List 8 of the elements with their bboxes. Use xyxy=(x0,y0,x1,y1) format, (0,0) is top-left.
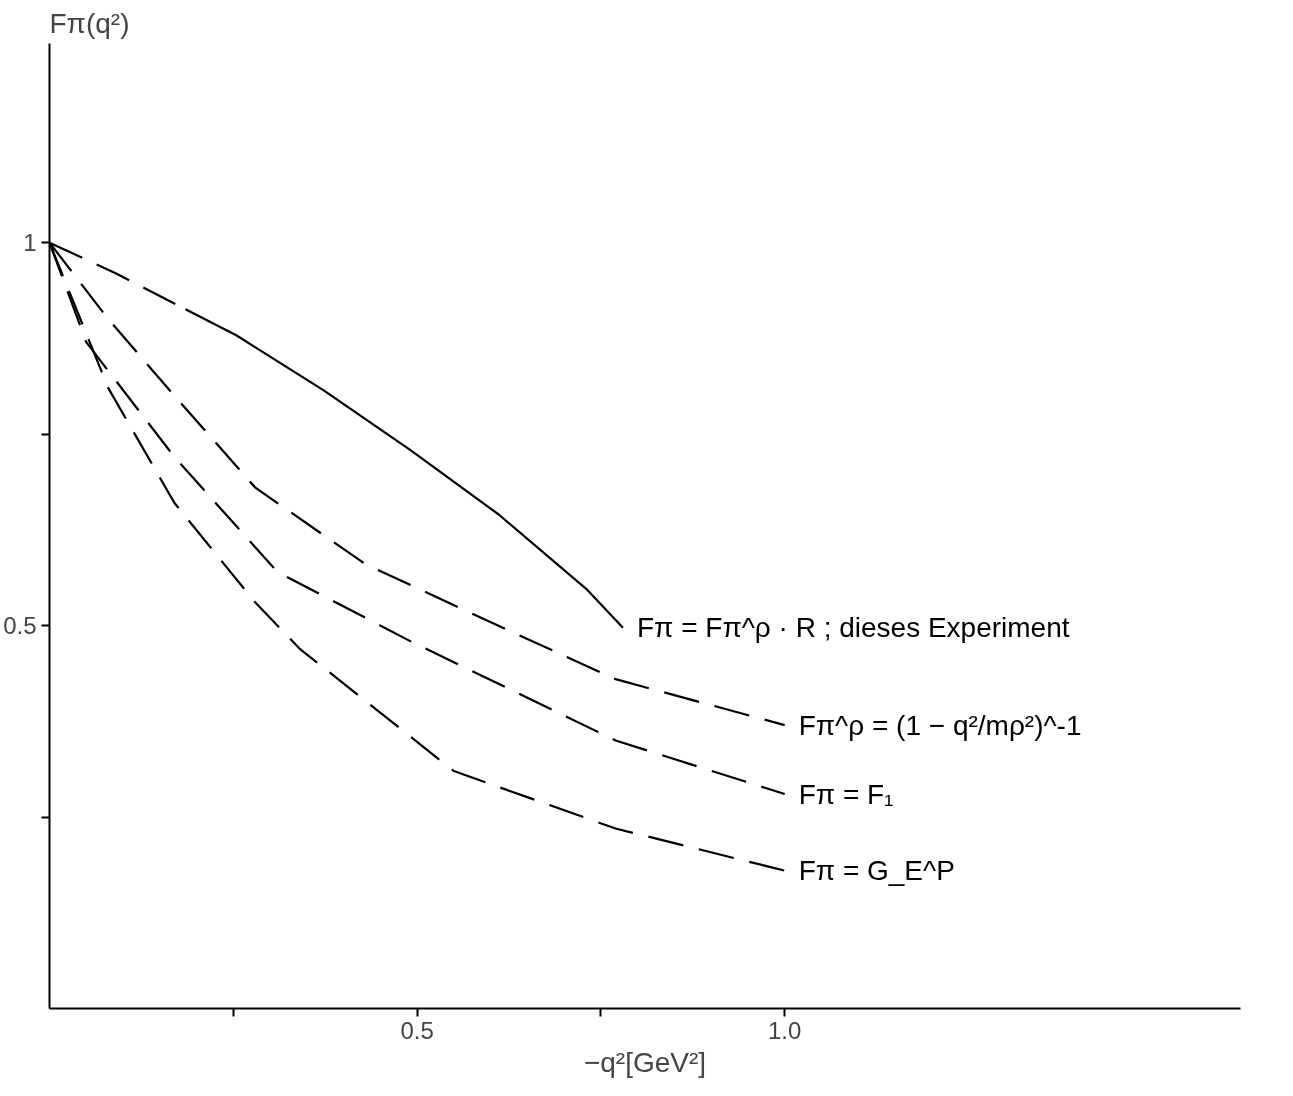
y-axis-title: Fπ(q²) xyxy=(49,7,130,39)
series-label: Fπ = Fπ^ρ · R ; dieses Experiment xyxy=(636,612,1070,644)
x-axis-title: −q²[GeV²] xyxy=(583,1046,707,1078)
x-tick-label: 1.0 xyxy=(768,1016,802,1044)
y-tick-label: 1 xyxy=(23,229,37,257)
series-label: Fπ^ρ = (1 − q²/mρ²)^-1 xyxy=(798,709,1082,741)
series-label: Fπ = F₁ xyxy=(798,778,894,810)
series-label: Fπ = G_E^P xyxy=(798,855,955,887)
